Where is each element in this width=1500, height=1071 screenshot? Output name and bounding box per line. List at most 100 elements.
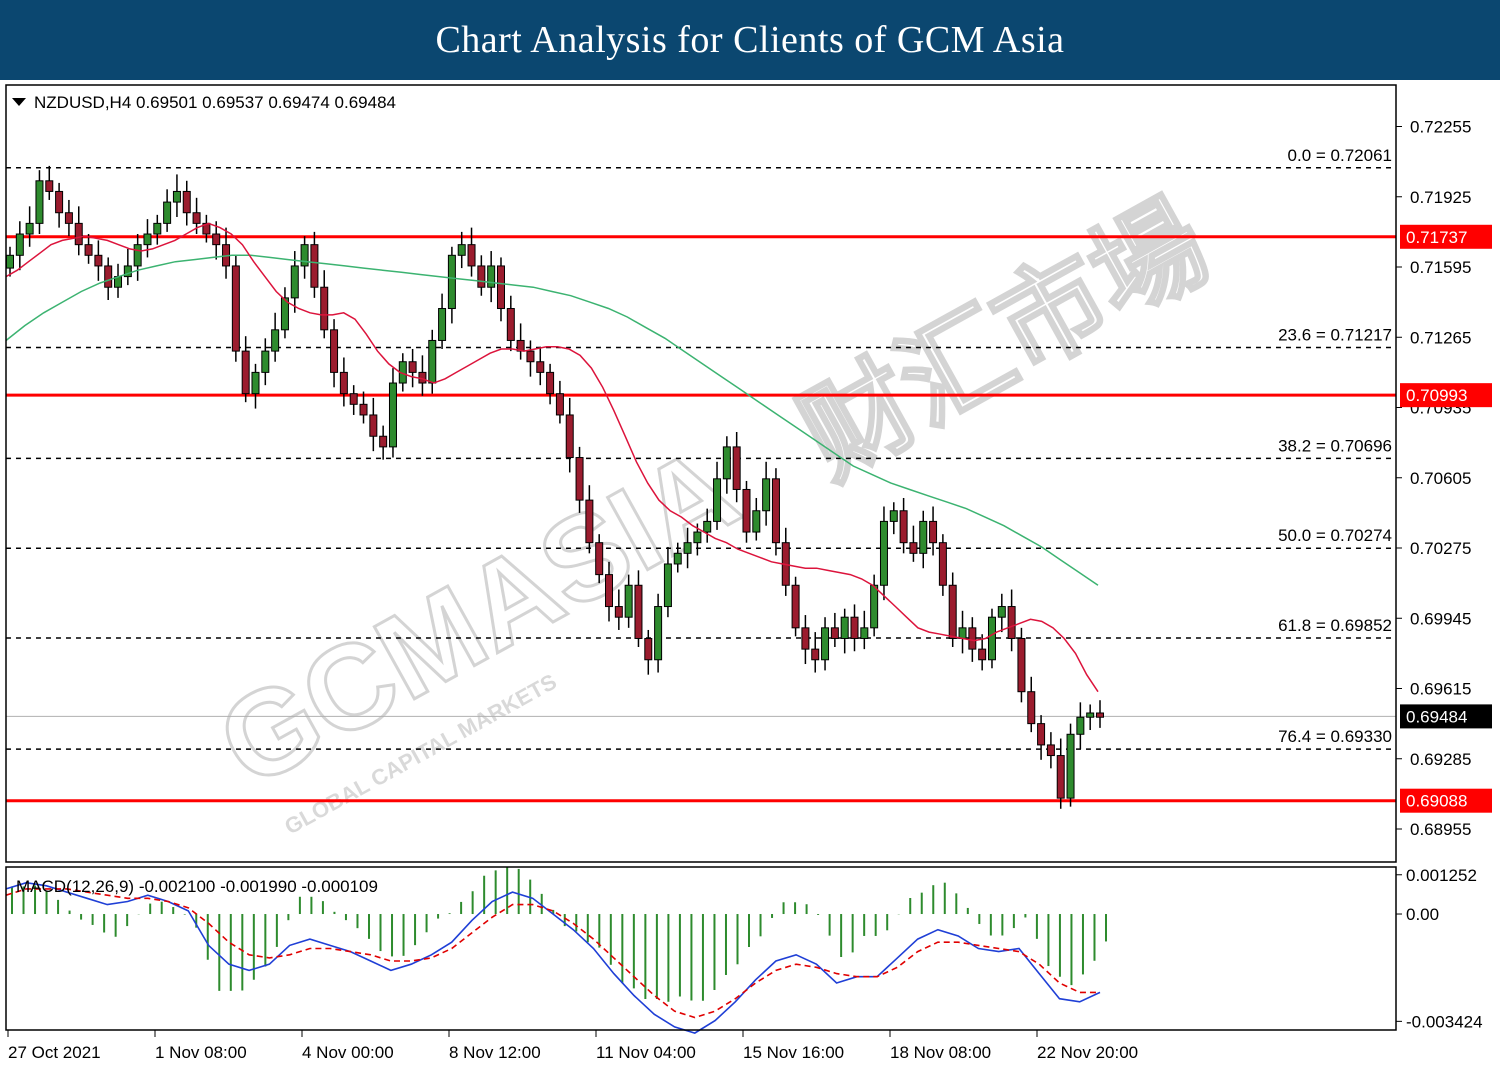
watermark-brand: GCMASIA [198, 421, 759, 813]
candle-body [546, 371, 555, 395]
candle-body [457, 244, 466, 256]
candle [821, 617, 830, 671]
candle [506, 295, 515, 352]
macd-header: MACD(12,26,9) -0.002100 -0.001990 -0.000… [16, 877, 378, 896]
candle [595, 534, 604, 584]
candle-body [889, 510, 898, 522]
candle-body [212, 233, 221, 246]
candle-body [251, 371, 260, 395]
banner: Chart Analysis for Clients of GCM Asia [0, 0, 1500, 80]
candle [663, 546, 672, 618]
candle [938, 534, 947, 596]
candle [683, 527, 692, 569]
candle-body [359, 403, 368, 416]
x-tick-label: 18 Nov 08:00 [890, 1043, 991, 1062]
macd-signal-line [5, 888, 1100, 1019]
candle-body [349, 393, 358, 405]
candle-body [634, 584, 643, 639]
candle [408, 348, 417, 388]
candle-body [821, 627, 830, 661]
candle [104, 257, 113, 301]
candle [1066, 723, 1075, 807]
candle [771, 468, 780, 556]
candle [496, 257, 505, 322]
candle [428, 329, 437, 394]
candle [722, 436, 731, 494]
candle [271, 312, 280, 362]
candle [241, 336, 250, 403]
candle-body [290, 265, 299, 299]
candle [133, 234, 142, 281]
candle-body [280, 297, 289, 331]
main-panel-border [5, 84, 1397, 863]
candle-body [123, 265, 132, 278]
candle-body [104, 265, 113, 288]
candle [349, 385, 358, 415]
candle-body [143, 233, 152, 246]
level-tag-label: 0.71737 [1406, 228, 1467, 247]
candle [1037, 715, 1046, 760]
candle-body [163, 201, 172, 224]
candle-body [870, 584, 879, 629]
macd-y-tick-label: -0.003424 [1406, 1012, 1483, 1031]
candle-body [899, 510, 908, 544]
candle [261, 338, 270, 386]
candle [752, 497, 761, 541]
candle [870, 574, 879, 637]
level-tag [1400, 788, 1492, 813]
candle [1096, 700, 1104, 728]
candle [359, 391, 368, 424]
candle [123, 248, 132, 286]
candle [929, 506, 938, 556]
candle [889, 502, 898, 535]
candle [781, 527, 790, 596]
ma-fast-line [5, 222, 1099, 693]
current-price-tag [1400, 704, 1492, 729]
candle [457, 231, 466, 269]
candle [1086, 704, 1095, 731]
candle-body [850, 616, 859, 639]
x-tick-label: 8 Nov 12:00 [449, 1043, 541, 1062]
candle-body [25, 222, 34, 235]
candle-body [919, 520, 928, 554]
candle [94, 240, 103, 281]
candle [320, 270, 329, 339]
candle [1056, 738, 1065, 809]
candle-body [428, 339, 437, 384]
x-tick-label: 27 Oct 2021 [8, 1043, 101, 1062]
candle [330, 319, 339, 388]
candle [830, 612, 839, 647]
x-tick-label: 4 Nov 00:00 [302, 1043, 394, 1062]
candle-body [74, 222, 83, 246]
candle [172, 174, 181, 217]
candle-body [703, 520, 712, 533]
candle-body [1086, 712, 1095, 718]
candle [546, 363, 555, 405]
candle [732, 431, 741, 503]
candle-body [408, 361, 417, 373]
candle-body [958, 627, 967, 639]
candle-body [438, 308, 447, 341]
candle-body [614, 606, 623, 618]
candle-body [673, 552, 682, 565]
y-tick-label: 0.71265 [1410, 328, 1471, 347]
candle [948, 572, 957, 647]
candle [713, 461, 722, 530]
candle-body [487, 265, 496, 288]
candle-body [477, 265, 486, 288]
current-price-label: 0.69484 [1406, 707, 1467, 726]
candle-body [860, 627, 869, 639]
candle-body [330, 329, 339, 373]
candle-body [1066, 733, 1075, 799]
candle-body [1017, 637, 1026, 693]
candle-body [801, 627, 810, 650]
candle-body [693, 531, 702, 544]
candle [143, 219, 152, 258]
candle [536, 346, 545, 386]
candle [624, 574, 633, 628]
candle-body [909, 542, 918, 554]
candle [310, 231, 319, 298]
candle [634, 570, 643, 647]
candle-body [624, 584, 633, 618]
candle-body [172, 190, 181, 203]
